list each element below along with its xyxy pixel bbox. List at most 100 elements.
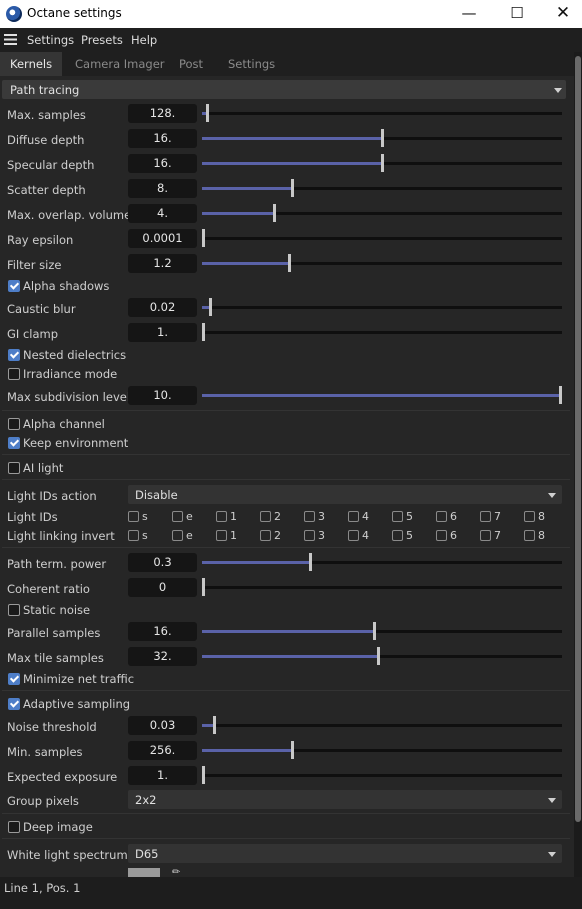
menu-settings[interactable]: Settings [27,33,75,47]
min-samples-input[interactable]: 256. [128,741,197,760]
static-noise-label: Static noise [23,603,91,617]
slider-thumb[interactable] [213,716,216,734]
max-subdivision-level-input[interactable]: 10. [128,386,197,405]
slider-thumb[interactable] [202,766,205,784]
gi-clamp-slider[interactable] [202,323,562,341]
alpha-channel-checkbox[interactable] [8,418,20,430]
path-term-power-label: Path term. power [7,557,107,571]
max-tile-samples-input[interactable]: 32. [128,647,197,666]
menu-presets[interactable]: Presets [81,33,123,47]
ray-epsilon-input[interactable]: 0.0001 [128,229,197,248]
slider-thumb[interactable] [309,553,312,571]
path-term-power-slider[interactable] [202,553,562,571]
slider-thumb[interactable] [559,386,562,404]
coherent-ratio-slider[interactable] [202,578,562,596]
tab-settings[interactable]: Settings [228,57,276,71]
color-swatch[interactable] [128,868,160,877]
irradiance-mode-checkbox[interactable] [8,368,20,380]
slider-thumb[interactable] [273,204,276,222]
scrollbar-thumb[interactable] [575,56,581,822]
deep-image-checkbox[interactable] [8,821,20,833]
diffuse-depth-input[interactable]: 16. [128,129,197,148]
expected-exposure-input[interactable]: 1. [128,766,197,785]
slider-thumb[interactable] [202,323,205,341]
caustic-blur-input[interactable]: 0.02 [128,298,197,317]
tab-camera-imager[interactable]: Camera Imager [75,57,165,71]
specular-depth-input[interactable]: 16. [128,154,197,173]
slider-thumb[interactable] [202,578,205,596]
static-noise-checkbox[interactable] [8,604,20,616]
scatter-depth-input[interactable]: 8. [128,179,197,198]
scatter-depth-slider[interactable] [202,179,562,197]
checkbox-box [436,511,447,522]
eyedropper-icon[interactable]: ✏ [172,868,181,877]
maximize-icon[interactable]: ☐ [510,4,524,22]
expected-exposure-slider[interactable] [202,766,562,784]
slider-thumb[interactable] [291,179,294,197]
slider-thumb[interactable] [291,741,294,759]
gi-clamp-input[interactable]: 1. [128,323,197,342]
ray-epsilon-slider[interactable] [202,229,562,247]
minimize-net-traffic-checkbox[interactable] [8,673,20,685]
max-overlap-volumes-input[interactable]: 4. [128,204,197,223]
max-tile-samples-slider[interactable] [202,647,562,665]
max-samples-input[interactable]: 128. [128,104,197,123]
menu-bar: Settings Presets Help [0,28,582,52]
max-overlap-volumes-slider[interactable] [202,204,562,222]
title-bar: Octane settings — ☐ ✕ [0,0,582,28]
slider-fill [202,112,206,115]
slider-thumb[interactable] [377,647,380,665]
status-bar: Line 1, Pos. 1 [0,877,582,909]
group-pixels-dropdown[interactable]: 2x2 [128,790,562,809]
alpha-shadows-checkbox[interactable] [8,280,20,292]
white-light-spectrum-dropdown[interactable]: D65 [128,844,562,863]
slider-thumb[interactable] [381,154,384,172]
filter-size-slider[interactable] [202,254,562,272]
filter-size-input[interactable]: 1.2 [128,254,197,273]
slider-thumb[interactable] [381,129,384,147]
status-text: Line 1, Pos. 1 [4,881,81,895]
noise-threshold-input[interactable]: 0.03 [128,716,197,735]
min-samples-label: Min. samples [7,745,83,759]
light-id-label: e [186,510,193,523]
keep-environment-checkbox[interactable] [8,437,20,449]
menu-help[interactable]: Help [131,33,158,47]
hamburger-menu-icon[interactable] [4,34,17,45]
min-samples-slider[interactable] [202,741,562,759]
ai-light-checkbox[interactable] [8,462,20,474]
max-subdivision-level-slider[interactable] [202,386,562,404]
coherent-ratio-input[interactable]: 0 [128,578,197,597]
parallel-samples-slider[interactable] [202,622,562,640]
scatter-depth-label: Scatter depth [7,183,86,197]
path-term-power-input[interactable]: 0.3 [128,553,197,572]
divider [2,479,570,480]
nested-dielectrics-checkbox[interactable] [8,349,20,361]
tab-kernels[interactable]: Kernels [0,52,63,76]
max-samples-label: Max. samples [7,108,86,122]
close-icon[interactable]: ✕ [555,3,571,23]
parallel-samples-input[interactable]: 16. [128,622,197,641]
white-light-spectrum-label: White light spectrum [7,848,128,862]
noise-threshold-slider[interactable] [202,716,562,734]
light-ids-action-dropdown[interactable]: Disable [128,485,562,504]
slider-thumb[interactable] [373,622,376,640]
slider-thumb[interactable] [209,298,212,316]
kernel-type-dropdown[interactable]: Path tracing [2,80,566,99]
divider [2,813,570,814]
diffuse-depth-slider[interactable] [202,129,562,147]
slider-thumb[interactable] [206,104,209,122]
group-pixels-label: Group pixels [7,794,79,808]
specular-depth-slider[interactable] [202,154,562,172]
light-id-label: 8 [538,510,545,523]
tab-post[interactable]: Post [179,57,204,71]
checkbox-box [128,511,139,522]
irradiance-mode-label: Irradiance mode [23,367,118,381]
slider-fill [202,749,291,752]
slider-fill [202,655,377,658]
slider-thumb[interactable] [202,229,205,247]
adaptive-sampling-checkbox[interactable] [8,698,20,710]
max-samples-slider[interactable] [202,104,562,122]
slider-thumb[interactable] [288,254,291,272]
minimize-icon[interactable]: — [461,4,477,22]
caustic-blur-slider[interactable] [202,298,562,316]
